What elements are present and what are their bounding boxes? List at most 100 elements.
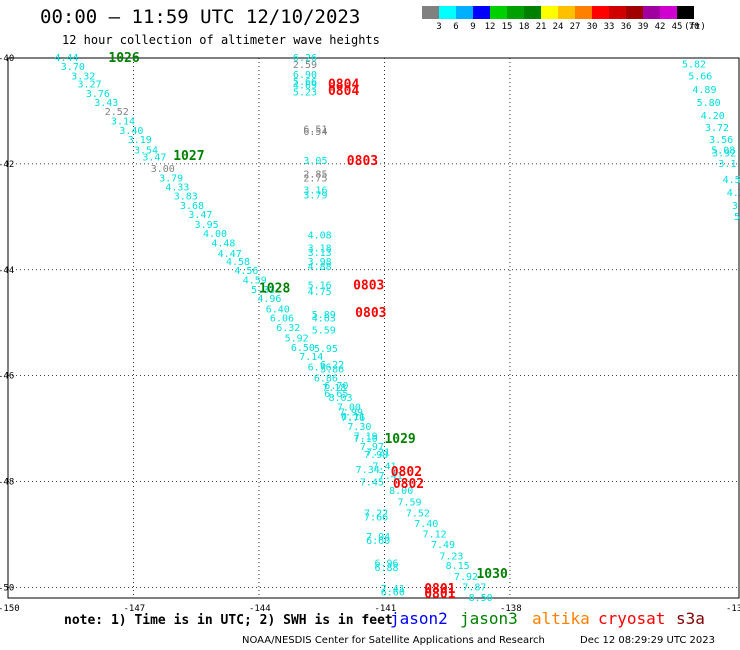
time-annotation: 1026 bbox=[108, 51, 139, 66]
data-point-label: 6.76 bbox=[308, 363, 332, 374]
colorbar-level-label: 70 bbox=[688, 22, 700, 32]
data-point-label: 5.08 bbox=[711, 146, 735, 157]
data-point-label: 4.75 bbox=[308, 287, 332, 298]
y-tick-label: -50 bbox=[0, 583, 14, 593]
data-point-label: 6.90 bbox=[293, 70, 317, 81]
data-point-label: 5.95 bbox=[314, 344, 338, 355]
data-point-label: 3.56 bbox=[709, 135, 733, 146]
mission-label: s3a bbox=[676, 609, 705, 628]
data-point-label: 4.08 bbox=[308, 230, 332, 241]
time-annotation: 1029 bbox=[384, 432, 415, 447]
colorbar-level-label: 15 bbox=[501, 22, 513, 32]
time-annotation: 0802 bbox=[391, 465, 422, 480]
colorbar-swatch bbox=[490, 6, 507, 19]
time-annotation: 0801 bbox=[424, 587, 455, 602]
data-point-label: 3.40 bbox=[119, 126, 143, 137]
colorbar-swatch bbox=[677, 6, 694, 19]
data-point-label: 7.40 bbox=[414, 519, 438, 530]
colorbar-swatch bbox=[626, 6, 643, 19]
data-point-label: 4.3 bbox=[727, 188, 740, 199]
data-point-label: 5.80 bbox=[697, 98, 721, 109]
data-point-label: 6.50 bbox=[291, 343, 315, 354]
time-annotation: 1028 bbox=[259, 281, 290, 296]
x-tick-label: -144 bbox=[249, 604, 271, 614]
data-point-label: 3.92 bbox=[712, 148, 736, 159]
colorbar-level-label: 12 bbox=[484, 22, 496, 32]
data-point-label: 7.97 bbox=[360, 442, 384, 453]
data-point-label: 2.52 bbox=[105, 107, 129, 118]
data-point-label: 3.19 bbox=[128, 135, 152, 146]
data-point-label: 7.59 bbox=[398, 498, 422, 509]
data-point-label: 4.33 bbox=[165, 183, 189, 194]
mission-label: jason3 bbox=[460, 609, 518, 628]
data-point-label: 7.49 bbox=[431, 540, 455, 551]
data-point-label: 7.87 bbox=[462, 582, 486, 593]
time-annotation: 1030 bbox=[476, 567, 507, 582]
data-point-label: 3.18 bbox=[308, 244, 332, 255]
colorbar-swatch bbox=[541, 6, 558, 19]
data-point-label: 6.65 bbox=[324, 389, 348, 400]
data-point-label: 6.70 bbox=[324, 381, 348, 392]
data-point-label: 3.27 bbox=[78, 79, 102, 90]
data-point-label: 4.63 bbox=[312, 313, 336, 324]
colorbar-swatch bbox=[524, 6, 541, 19]
data-point-label: 6.06 bbox=[270, 313, 294, 324]
data-point-label: 7.14 bbox=[299, 352, 323, 363]
time-annotation: 0804 bbox=[328, 77, 359, 92]
data-point-label: 3.98 bbox=[308, 257, 332, 268]
data-point-label: 7.41 bbox=[381, 584, 405, 595]
data-point-label: 7.22 bbox=[364, 508, 388, 519]
time-annotation: 0803 bbox=[347, 154, 378, 169]
data-point-label: 5.66 bbox=[688, 72, 712, 83]
data-point-label: 4.47 bbox=[218, 249, 242, 260]
colorbar-level-label: 24 bbox=[552, 22, 564, 32]
data-point-label: 8.00 bbox=[389, 486, 413, 497]
y-tick-label: -40 bbox=[0, 54, 14, 64]
time-annotation: 0803 bbox=[355, 306, 386, 321]
colorbar-swatch bbox=[643, 6, 660, 19]
timestamp-text: Dec 12 08:29:29 UTC 2023 bbox=[580, 635, 715, 646]
data-point-label: 4.88 bbox=[308, 262, 332, 273]
data-point-label: 7.41 bbox=[379, 471, 403, 482]
data-point-label: 3.14 bbox=[111, 117, 135, 128]
colorbar-swatch bbox=[575, 6, 592, 19]
data-point-label: 6.60 bbox=[366, 536, 390, 547]
page-title: 00:00 – 11:59 UTC 12/10/2023 bbox=[40, 6, 361, 28]
data-point-label: 6.40 bbox=[266, 304, 290, 315]
data-point-label: 6.32 bbox=[276, 323, 300, 334]
data-point-label: 7.10 bbox=[354, 434, 378, 445]
data-point-label: 6.54 bbox=[303, 127, 327, 138]
data-point-label: 3.32 bbox=[71, 72, 95, 83]
data-point-label: 7.19 bbox=[354, 432, 378, 443]
data-point-label: 4.59 bbox=[243, 275, 267, 286]
data-point-label: 3.05 bbox=[303, 156, 327, 167]
data-point-label: 3.68 bbox=[180, 201, 204, 212]
data-point-label: 2.85 bbox=[303, 169, 327, 180]
data-point-label: 3.95 bbox=[195, 220, 219, 231]
data-point-label: 7.76 bbox=[341, 413, 365, 424]
corner-tick-label: -150 bbox=[0, 604, 20, 614]
data-point-label: 4.44 bbox=[55, 53, 79, 64]
data-point-label: 5.92 bbox=[285, 334, 309, 345]
colorbar-level-label: 42 bbox=[654, 22, 666, 32]
data-point-label: 4.89 bbox=[692, 85, 716, 96]
x-tick-label: -141 bbox=[374, 604, 396, 614]
corner-tick-label: -13 bbox=[726, 604, 740, 614]
data-point-label: 6.86 bbox=[314, 373, 338, 384]
data-point-label: 3.54 bbox=[134, 146, 158, 157]
data-point-label: 6.88 bbox=[375, 563, 399, 574]
data-point-label: 6.26 bbox=[293, 53, 317, 64]
time-annotation: 0803 bbox=[353, 279, 384, 294]
colorbar-level-label: 9 bbox=[470, 22, 476, 32]
data-point-label: 6.96 bbox=[375, 559, 399, 570]
time-annotation: 0802 bbox=[393, 477, 424, 492]
data-point-label: 6.60 bbox=[381, 588, 405, 599]
data-point-label: 5.89 bbox=[312, 310, 336, 321]
plot-frame bbox=[7, 57, 740, 599]
data-point-label: 5.23 bbox=[293, 87, 317, 98]
colorbar-level-label: 30 bbox=[586, 22, 598, 32]
y-tick-label: -48 bbox=[0, 478, 14, 488]
page-subtitle: 12 hour collection of altimeter wave hei… bbox=[62, 33, 380, 47]
colorbar-swatch bbox=[439, 6, 456, 19]
data-point-label: 5.33 bbox=[251, 285, 275, 296]
